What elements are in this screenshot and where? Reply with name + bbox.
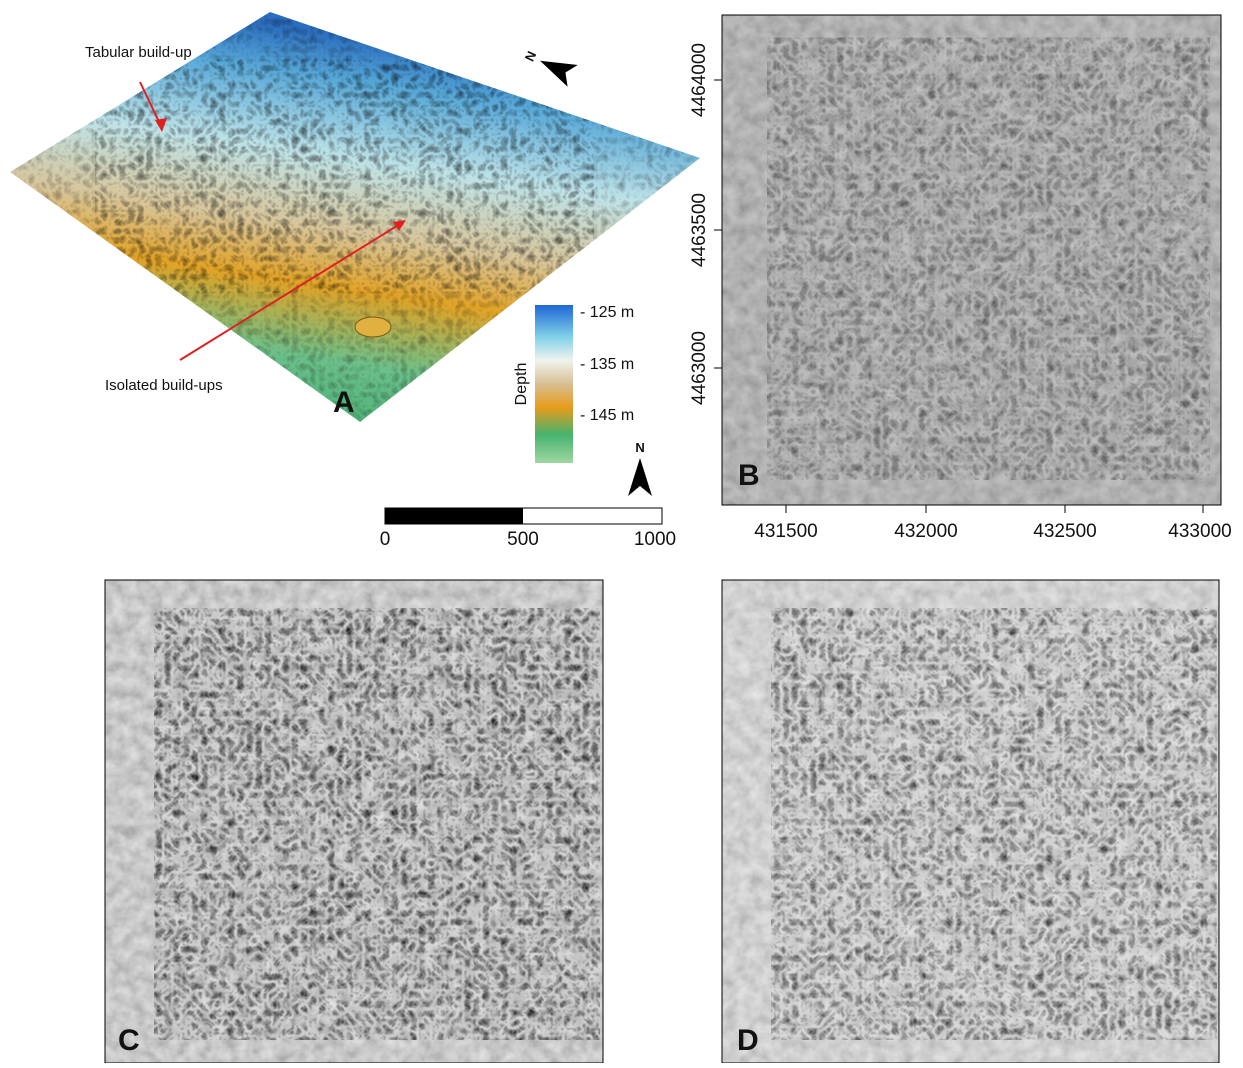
panel-c: C <box>104 579 604 1064</box>
scale-label: 500 <box>507 529 539 550</box>
isolated-mound <box>354 316 392 338</box>
panel-a: Tabular build-up Isolated build-ups A N … <box>10 12 700 550</box>
x-tick-label: 433000 <box>1168 521 1231 542</box>
y-tick-label: 4463000 <box>689 331 710 405</box>
panel-letter: C <box>118 1024 140 1057</box>
build-up-area <box>154 608 601 1040</box>
x-tick-label: 432500 <box>1033 521 1096 542</box>
panel-d: D <box>721 579 1220 1064</box>
frame <box>721 14 1222 506</box>
annotation: Isolated build-ups <box>105 377 223 394</box>
colorbar-label: - 135 m <box>580 356 634 373</box>
colorbar <box>535 305 573 463</box>
scale-label: 1000 <box>634 529 676 550</box>
north-label: N <box>522 49 540 64</box>
panel-letter: B <box>738 459 760 492</box>
annotation: Tabular build-up <box>85 44 192 61</box>
arrow-head <box>155 118 167 132</box>
panel-letter: A <box>333 386 355 419</box>
y-tick-label: 4463500 <box>689 193 710 267</box>
x-tick-label: 432000 <box>894 521 957 542</box>
build-up-area <box>771 608 1217 1040</box>
panel-b: B 4464000 4463500 4463000 431500 432000 43250… <box>689 14 1232 542</box>
north-arrow: N <box>522 49 578 87</box>
north-arrow: N <box>628 440 652 496</box>
arrow <box>179 223 401 361</box>
colorbar-title: Depth <box>513 363 530 406</box>
x-tick-label: 431500 <box>754 521 817 542</box>
y-tick-label: 4464000 <box>689 43 710 117</box>
scale-bar-fill <box>385 508 523 524</box>
axis-ticks: 4464000 4463500 4463000 431500 432000 432500 4… <box>689 43 1232 542</box>
scale-label: 0 <box>380 529 391 550</box>
panel-letter: D <box>737 1024 759 1057</box>
build-up-area <box>767 37 1210 481</box>
colorbar-label: - 145 m <box>580 407 634 424</box>
north-label: N <box>635 440 644 455</box>
arrow-head <box>393 220 406 231</box>
colorbar-label: - 125 m <box>580 304 634 321</box>
